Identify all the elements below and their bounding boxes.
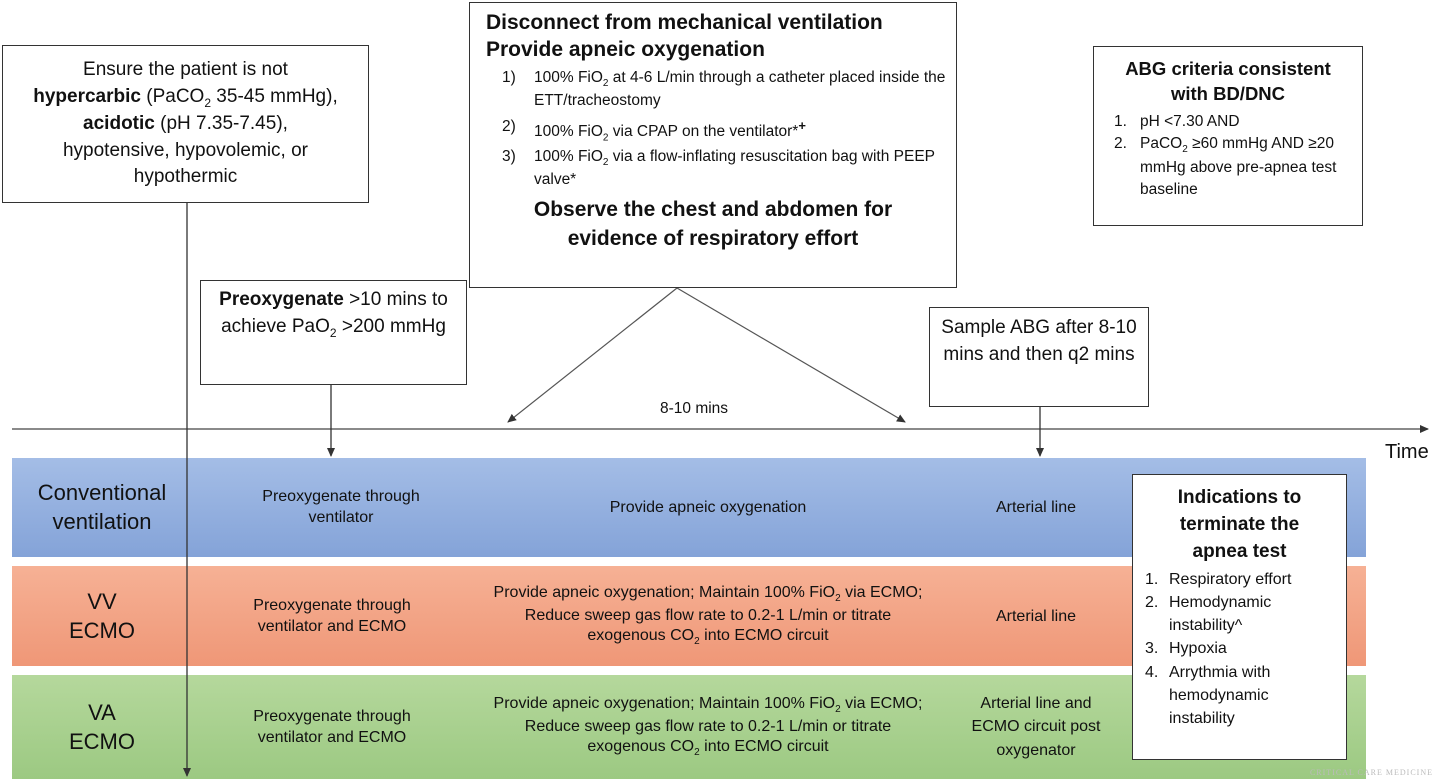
- precheck-line-4: hypotensive, hypovolemic, or: [62, 139, 308, 161]
- duration-label: 8-10 mins: [660, 400, 729, 417]
- precheck-box: Ensure the patient is not hypercarbic (P…: [2, 45, 369, 203]
- disconnect-option-3: 3) 100% FiO2 via a flow-inflating resusci…: [502, 148, 935, 188]
- observe-text: Observe the chest and abdomen for eviden…: [533, 197, 893, 251]
- terminate-item-2: 2. Hemodynamic instability^: [1145, 594, 1272, 635]
- row-label-conventional: Conventional ventilation: [37, 480, 167, 534]
- row-sampling-vv-ecmo: Arterial line: [995, 607, 1077, 625]
- disconnect-title-2: Provide apneic oxygenation: [486, 38, 765, 61]
- apneic-start-arrow: [507, 287, 678, 423]
- disconnect-title-1: Disconnect from mechanical ventilation: [486, 11, 883, 34]
- time-axis-label: Time: [1385, 441, 1429, 463]
- terminate-item-4: 4. Arrythmia with hemodynamic instability: [1145, 663, 1271, 728]
- preoxygenate-box: Preoxygenate >10 mins to achieve PaO2 >2…: [200, 280, 467, 385]
- journal-watermark: CRITICAL CARE MEDICINE: [1309, 768, 1433, 777]
- abg-criteria-list: 1. pH <7.30 AND 2. PaCO2 ≥60 mmHg AND ≥20 …: [1106, 111, 1350, 201]
- row-preox-va-ecmo: Preoxygenate through ventilator and ECMO: [253, 708, 411, 746]
- row-label-vv-ecmo: VV ECMO: [69, 589, 135, 643]
- terminate-indications-box: Indications to terminate the apnea test …: [1132, 474, 1347, 760]
- row-preox-conventional: Preoxygenate through ventilator: [262, 488, 420, 526]
- disconnect-box: Disconnect from mechanical ventilation P…: [469, 2, 957, 288]
- row-label-va-ecmo: VA ECMO: [69, 700, 135, 754]
- apneic-end-arrow: [676, 287, 906, 423]
- precheck-line-acidotic: acidotic (pH 7.35-7.45),: [83, 113, 288, 135]
- row-apneic-conventional: Provide apneic oxygenation: [609, 498, 807, 516]
- row-sampling-va-ecmo: Arterial line and ECMO circuit post oxyg…: [971, 695, 1101, 759]
- terminate-item-3: 3. Hypoxia: [1145, 640, 1227, 658]
- disconnect-option-2: 2) 100% FiO2 via CPAP on the ventilator*+: [502, 117, 806, 143]
- sample-abg-box: Sample ABG after 8-10 mins and then q2 m…: [929, 307, 1149, 407]
- precheck-line-1: Ensure the patient is not: [83, 59, 288, 80]
- precheck-line-hypercarbic: hypercarbic (PaCO2 35-45 mmHg),: [33, 85, 338, 110]
- disconnect-options-list: 1) 100% FiO2 at 4-6 L/min through a cathe…: [490, 68, 946, 191]
- abg-criteria-item-2: 2. PaCO2 ≥60 mmHg AND ≥20 mmHg above pre-…: [1114, 134, 1337, 199]
- abg-criteria-title: ABG criteria consistent with BD/DNC: [1125, 58, 1331, 104]
- row-apneic-va-ecmo: Provide apneic oxygenation; Maintain 100…: [493, 695, 923, 759]
- terminate-item-1: 1. Respiratory effort: [1145, 570, 1292, 588]
- abg-criteria-box: ABG criteria consistent with BD/DNC 1. pH…: [1093, 46, 1363, 226]
- terminate-title: Indications to terminate the apnea test: [1177, 487, 1302, 562]
- row-preox-vv-ecmo: Preoxygenate through ventilator and ECMO: [253, 597, 411, 635]
- precheck-line-5: hypothermic: [133, 166, 238, 188]
- row-sampling-conventional: Arterial line: [995, 498, 1077, 516]
- terminate-list: 1. Respiratory effort 2. Hemodynamic insta…: [1141, 568, 1338, 730]
- abg-criteria-item-1: 1. pH <7.30 AND: [1114, 112, 1240, 130]
- row-apneic-vv-ecmo: Provide apneic oxygenation; Maintain 100…: [493, 584, 923, 648]
- disconnect-option-1: 1) 100% FiO2 at 4-6 L/min through a cathe…: [502, 69, 946, 109]
